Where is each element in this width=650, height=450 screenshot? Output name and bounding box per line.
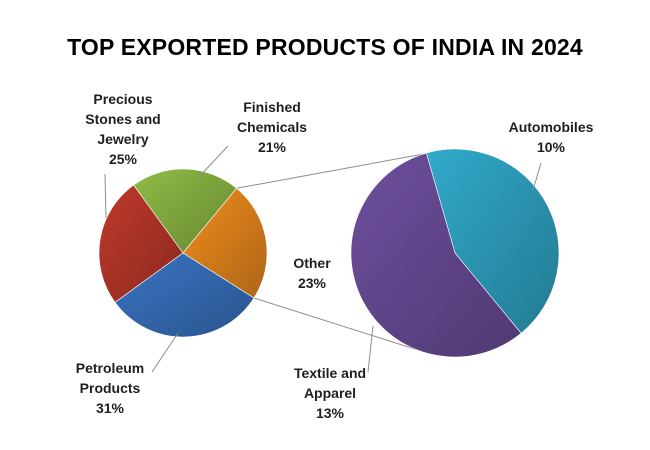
secondary-pie: [350, 148, 560, 358]
leader-precious-stones-and-jewelry: [104, 173, 107, 219]
leader-finished-chemicals: [197, 145, 229, 179]
label-precious-stones-and-jewelry: Precious Stones and Jewelry 25%: [85, 91, 160, 167]
leader-petroleum-products: [151, 332, 179, 373]
leader-lines: [104, 145, 542, 373]
connector-lines: [236, 153, 423, 350]
slice-textile-and-apparel: [350, 152, 522, 358]
label-finished-chemicals: Finished Chemicals 21%: [237, 99, 307, 155]
main-pie: [98, 168, 268, 338]
slice-other: [182, 187, 268, 299]
chart-title: TOP EXPORTED PRODUCTS OF INDIA IN 2024: [67, 34, 583, 60]
label-petroleum-products: Petroleum Products 31%: [76, 360, 144, 416]
data-labels: Precious Stones and Jewelry 25% Finished Chem…: [76, 91, 594, 421]
connector-line-bottom: [253, 297, 417, 350]
slice-precious-stones-and-jewelry: [98, 184, 184, 303]
label-textile-and-apparel: Textile and Apparel 13%: [294, 365, 366, 421]
slice-finished-chemicals: [133, 168, 237, 254]
leader-textile-and-apparel: [367, 325, 374, 373]
slice-petroleum-products: [114, 252, 255, 338]
label-automobiles: Automobiles 10%: [509, 119, 594, 155]
connector-line-top: [236, 153, 423, 189]
label-other: Other 23%: [293, 255, 331, 291]
slice-automobiles: [425, 148, 560, 334]
leader-automobiles: [532, 162, 542, 191]
